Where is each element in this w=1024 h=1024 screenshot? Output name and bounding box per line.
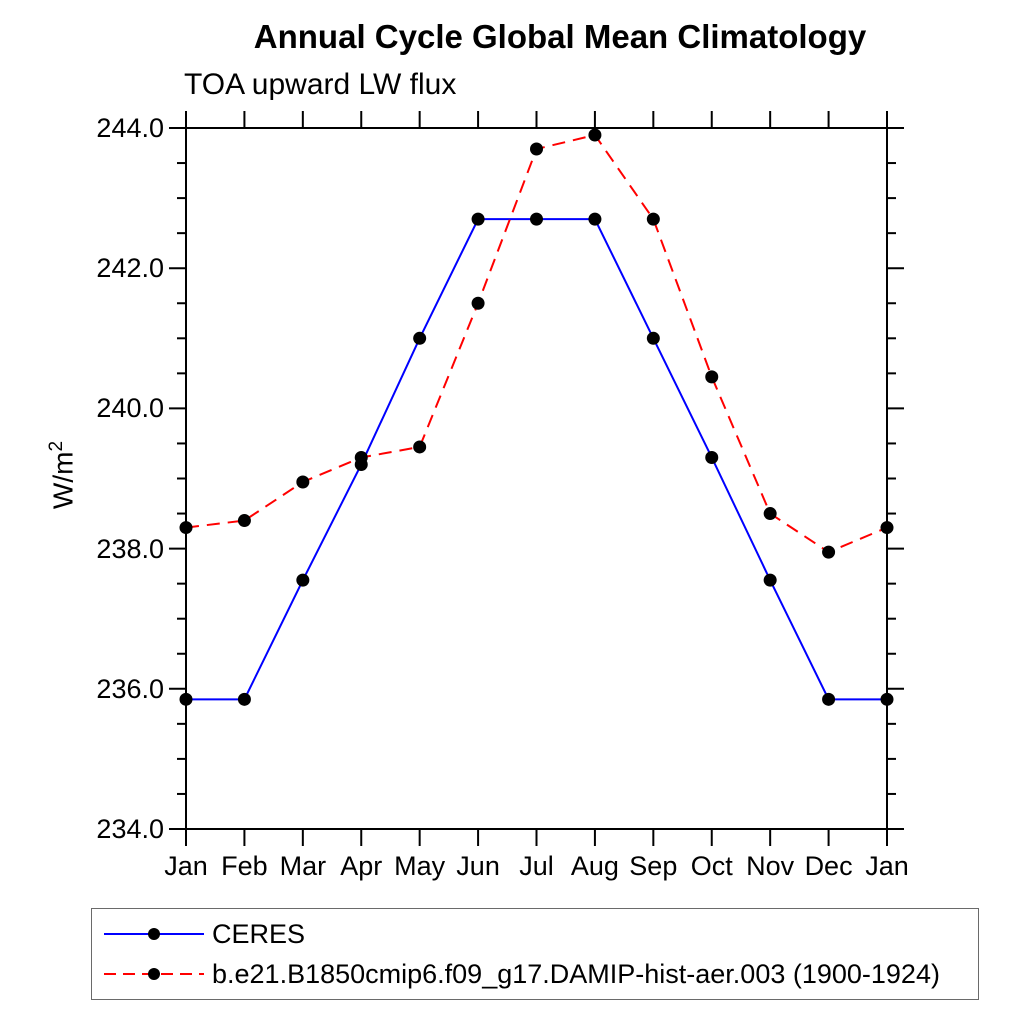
legend-marker-dot [148, 928, 160, 940]
x-tick-label: Jan [865, 851, 909, 881]
x-tick-label: Jun [456, 851, 500, 881]
series-marker-1 [588, 128, 602, 142]
chart-subtitle: TOA upward LW flux [184, 68, 457, 101]
series-marker-1 [880, 521, 894, 535]
series-marker-0 [646, 331, 660, 345]
x-tick-label: Aug [570, 851, 619, 881]
plot-frame [185, 127, 888, 830]
series-marker-1 [296, 475, 310, 489]
legend-label-ceres: CERES [212, 918, 306, 949]
series-marker-0 [822, 692, 836, 706]
series-marker-1 [530, 142, 543, 156]
series-marker-0 [471, 212, 485, 226]
series-marker-0 [588, 212, 602, 226]
series-marker-0 [705, 450, 719, 464]
y-tick-label: 244.0 [96, 113, 164, 143]
series-marker-1 [179, 521, 193, 535]
y-tick-label: 242.0 [96, 253, 164, 284]
x-tick-label: Dec [804, 851, 853, 881]
series-marker-0 [237, 692, 251, 706]
x-tick-label: Nov [746, 851, 795, 881]
series-marker-1 [822, 545, 836, 559]
legend-sample-ceres [104, 928, 204, 940]
series-marker-0 [179, 692, 193, 706]
series-marker-1 [705, 370, 719, 384]
x-tick-label: Sep [629, 851, 678, 881]
series-marker-0 [296, 573, 310, 587]
legend-sample-model [104, 968, 204, 980]
series-marker-1 [413, 440, 427, 454]
series-marker-1 [471, 296, 485, 310]
x-tick-label: May [394, 851, 446, 881]
y-tick-label: 234.0 [96, 814, 164, 844]
legend-item-ceres: CERES [98, 917, 978, 951]
x-tick-label: Jul [519, 851, 554, 881]
series-marker-0 [763, 573, 777, 587]
series-marker-1 [237, 514, 251, 528]
y-tick-label: 240.0 [96, 393, 164, 424]
series-marker-0 [530, 212, 543, 226]
legend-marker-dot [148, 968, 160, 980]
series-marker-1 [763, 507, 777, 521]
legend-box: CERES b.e21.B1850cmip6.f09_g17.DAMIP-his… [91, 908, 979, 1000]
series-marker-1 [646, 212, 660, 226]
x-tick-label: Jan [164, 851, 208, 881]
x-tick-label: Apr [340, 851, 383, 881]
series-marker-0 [413, 331, 427, 345]
series-line-1 [185, 133, 888, 554]
y-tick-label: 238.0 [96, 533, 164, 564]
y-tick-label: 236.0 [96, 673, 164, 704]
legend-item-model: b.e21.B1850cmip6.f09_g17.DAMIP-hist-aer.… [98, 957, 978, 991]
x-tick-label: Mar [279, 851, 327, 881]
series-line-0 [186, 218, 887, 701]
x-tick-label: Feb [221, 851, 268, 881]
x-tick-label: Oct [690, 851, 733, 881]
series-marker-1 [354, 450, 368, 464]
chart-title: Annual Cycle Global Mean Climatology [253, 18, 867, 55]
series-marker-0 [880, 692, 894, 706]
legend-label-model: b.e21.B1850cmip6.f09_g17.DAMIP-hist-aer.… [212, 958, 940, 989]
